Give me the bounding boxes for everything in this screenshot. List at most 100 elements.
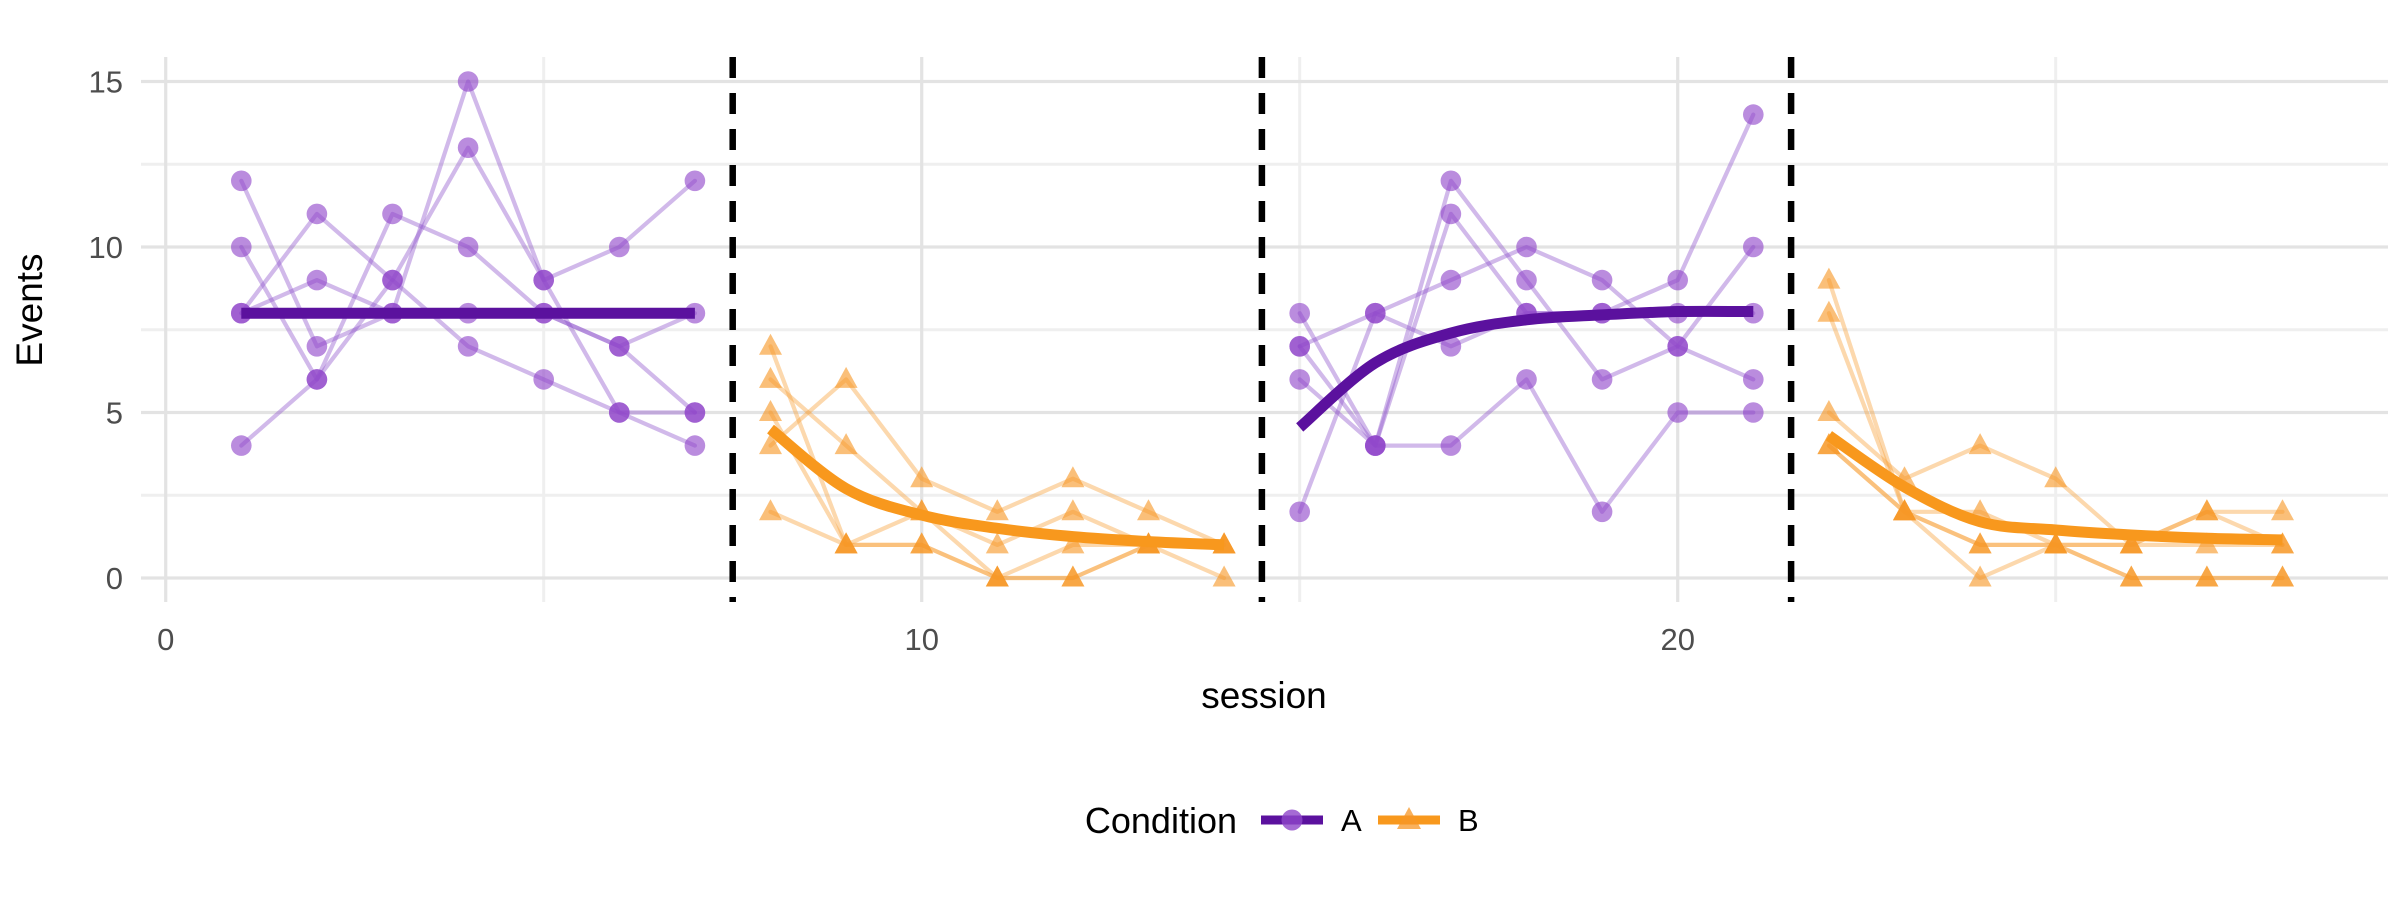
data-point-triangle — [910, 466, 934, 488]
data-point-circle — [1516, 269, 1537, 291]
data-point-triangle — [985, 565, 1009, 587]
data-point-triangle — [1817, 300, 1841, 322]
data-point-circle — [1516, 236, 1537, 258]
data-point-triangle — [834, 532, 858, 554]
data-point-triangle — [759, 400, 782, 421]
data-point-triangle — [2119, 532, 2143, 554]
data-point-circle — [1440, 203, 1462, 225]
data-point-circle — [457, 336, 479, 357]
legend-title: Condition — [1085, 800, 1237, 841]
legend-label-a: A — [1341, 803, 1362, 838]
data-point-triangle — [834, 366, 858, 388]
legend-label-b: B — [1458, 803, 1479, 838]
data-point-circle — [684, 435, 706, 456]
phase-B2-points — [1817, 267, 2294, 587]
data-point-triangle — [2271, 565, 2294, 587]
data-point-triangle — [1893, 499, 1916, 521]
phase-B1-trend — [767, 424, 1225, 551]
phase-boundaries — [729, 57, 1795, 602]
data-point-circle — [231, 170, 252, 192]
data-point-circle — [684, 402, 706, 423]
data-point-circle — [1667, 402, 1688, 423]
data-point-triangle — [2119, 565, 2143, 587]
data-point-triangle — [1061, 532, 1085, 554]
data-point-triangle — [759, 366, 782, 388]
data-point-triangle — [1212, 565, 1236, 587]
data-point-circle — [1667, 269, 1688, 291]
x-axis-title: session — [1201, 675, 1326, 716]
data-point-triangle — [1061, 466, 1085, 488]
data-point-circle — [457, 71, 479, 92]
data-point-triangle — [2195, 565, 2219, 587]
y-tick-labels: 0 5 10 15 — [89, 65, 123, 597]
data-point-triangle — [910, 532, 934, 554]
phase-B2-trend — [1825, 431, 2283, 546]
trend-line-B — [1825, 431, 2283, 546]
data-point-triangle — [834, 433, 858, 455]
data-point-circle — [457, 236, 479, 258]
data-point-circle — [1440, 269, 1462, 291]
data-point-triangle — [2044, 466, 2068, 488]
y-tick-label: 5 — [106, 396, 123, 431]
data-point-triangle — [1817, 267, 1841, 289]
legend: Condition A B — [1085, 800, 1479, 841]
data-point-circle — [231, 435, 252, 456]
x-tick-labels: 0 10 20 — [157, 622, 1695, 657]
data-point-circle — [1743, 236, 1764, 258]
x-tick-label: 0 — [157, 622, 174, 657]
data-point-circle — [1516, 369, 1537, 390]
data-point-circle — [1365, 435, 1386, 456]
data-point-triangle — [759, 333, 782, 355]
data-point-circle — [1289, 501, 1310, 523]
data-point-circle — [1591, 369, 1613, 390]
data-point-triangle — [759, 433, 782, 455]
data-point-circle — [1743, 402, 1764, 423]
trend-line-A — [1296, 305, 1754, 432]
x-tick-label: 20 — [1660, 622, 1694, 657]
data-point-circle — [457, 137, 479, 158]
data-point-circle — [1743, 369, 1764, 390]
data-point-triangle — [759, 499, 782, 521]
data-point-triangle — [1817, 433, 1841, 455]
data-point-triangle — [985, 499, 1009, 521]
legend-key-condition-b — [1378, 807, 1440, 829]
data-point-circle — [306, 336, 328, 357]
data-point-circle — [382, 269, 403, 291]
y-tick-label: 15 — [89, 65, 123, 100]
data-point-circle — [306, 369, 328, 390]
data-point-circle — [306, 269, 328, 291]
legend-key-condition-a — [1261, 809, 1323, 831]
data-point-circle — [609, 402, 630, 423]
data-point-circle — [1591, 269, 1613, 291]
data-point-triangle — [1061, 499, 1085, 521]
legend-circle-a-icon — [1281, 809, 1303, 831]
data-point-triangle — [1137, 499, 1160, 521]
data-point-triangle — [1968, 433, 1992, 455]
data-point-circle — [1743, 104, 1764, 125]
data-point-circle — [1591, 501, 1613, 523]
data-point-triangle — [985, 532, 1009, 554]
data-point-circle — [1667, 336, 1688, 357]
data-point-circle — [1289, 369, 1310, 390]
data-point-circle — [684, 170, 706, 192]
data-point-circle — [609, 236, 630, 258]
y-axis-title: Events — [9, 253, 50, 366]
phase-A2-trend — [1296, 305, 1754, 432]
data-point-triangle — [2271, 499, 2294, 521]
data-point-triangle — [1968, 565, 1992, 587]
y-tick-label: 0 — [106, 561, 123, 596]
data-point-triangle — [1061, 565, 1085, 587]
data-point-triangle — [2044, 532, 2068, 554]
data-point-circle — [1440, 336, 1462, 357]
data-point-circle — [1289, 336, 1310, 357]
legend-triangle-b-icon — [1397, 807, 1421, 829]
data-point-circle — [231, 236, 252, 258]
data-point-circle — [1365, 302, 1386, 324]
data-point-circle — [1289, 302, 1310, 324]
data-point-circle — [533, 269, 554, 291]
data-point-triangle — [2195, 499, 2219, 521]
